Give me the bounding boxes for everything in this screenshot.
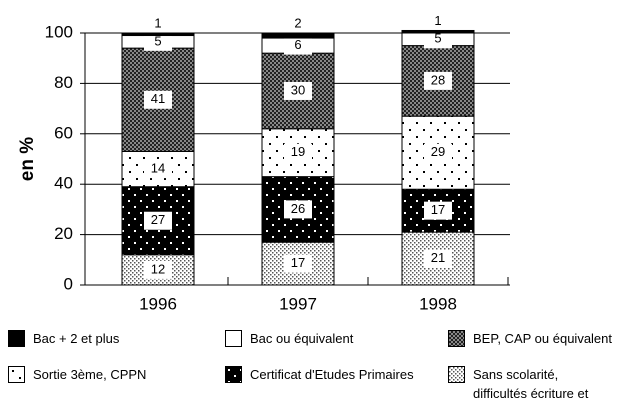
data-label: 27 <box>151 212 165 227</box>
legend-label: BEP, CAP ou équivalent <box>473 331 613 346</box>
data-label: 5 <box>154 33 161 48</box>
legend-swatch <box>448 330 465 347</box>
data-label: 1 <box>154 15 161 30</box>
legend-label: Bac ou équivalent <box>250 331 354 346</box>
legend-swatch-rect <box>226 367 241 382</box>
data-label: 29 <box>431 144 445 159</box>
data-label-box <box>284 254 312 273</box>
x-tick-label: 1997 <box>279 294 317 310</box>
data-label: 41 <box>151 91 165 106</box>
data-label: 2 <box>294 15 301 30</box>
data-label: 14 <box>151 161 165 176</box>
data-label-box <box>424 249 452 268</box>
data-label-box <box>424 30 452 49</box>
y-tick-label: 0 <box>64 274 73 293</box>
legend-swatch <box>225 366 242 383</box>
x-tick-label: 1996 <box>139 294 177 310</box>
data-label: 21 <box>431 250 445 265</box>
data-label-box <box>284 81 312 100</box>
legend-item: Sans scolarité, difficultés écriture et … <box>448 366 621 406</box>
data-label: 6 <box>294 37 301 52</box>
data-label-box <box>284 143 312 162</box>
data-label: 19 <box>291 144 305 159</box>
data-label-box <box>284 36 312 55</box>
data-label-box <box>144 260 172 279</box>
bar-segment <box>261 32 335 39</box>
data-label-box <box>144 160 172 179</box>
y-tick-label: 20 <box>54 224 73 243</box>
data-label: 30 <box>291 82 305 97</box>
legend-swatch <box>8 366 25 383</box>
bar-segment <box>401 29 475 34</box>
data-label-box <box>144 211 172 230</box>
y-tick-label: 40 <box>54 174 73 193</box>
legend-item: Bac ou équivalent <box>225 330 353 348</box>
legend-item: Bac + 2 et plus <box>8 330 119 348</box>
legend-swatch-rect <box>449 367 464 382</box>
legend-swatch-rect <box>9 367 24 382</box>
data-label-box <box>144 32 172 51</box>
legend-swatch-fill <box>449 331 464 346</box>
y-tick-label: 100 <box>45 22 73 41</box>
x-tick-label: 1998 <box>419 294 457 310</box>
y-tick-label: 80 <box>54 73 73 92</box>
data-label: 28 <box>431 72 445 87</box>
legend-swatch-fill <box>9 367 24 382</box>
legend-swatch-rect <box>449 331 464 346</box>
legend-label: Sortie 3ème, CPPN <box>33 367 147 382</box>
data-label: 1 <box>434 13 441 28</box>
legend-label: Certificat d'Etudes Primaires <box>250 367 414 382</box>
legend-label: Sans scolarité, difficultés écriture et … <box>473 367 589 406</box>
chart: en % 02040608010019961227144151199717261… <box>17 13 510 310</box>
y-tick-label: 60 <box>54 123 73 142</box>
legend-swatch <box>448 366 465 383</box>
data-label: 12 <box>151 261 165 276</box>
legend-swatch <box>225 330 242 347</box>
bar-segment <box>121 32 195 37</box>
data-label: 17 <box>291 255 305 270</box>
legend-label: Bac + 2 et plus <box>33 331 120 346</box>
legend-item: Sortie 3ème, CPPN <box>8 366 146 384</box>
legend-swatch-fill <box>226 367 241 382</box>
data-label: 17 <box>431 202 445 217</box>
data-label-box <box>424 201 452 220</box>
legend-swatch-fill <box>449 367 464 382</box>
data-label: 26 <box>291 201 305 216</box>
data-label-box <box>424 71 452 90</box>
y-axis-label: en % <box>17 137 38 181</box>
legend-item: Certificat d'Etudes Primaires <box>225 366 414 384</box>
legend-item: BEP, CAP ou équivalent <box>448 330 612 348</box>
data-label-box <box>424 143 452 162</box>
legend-swatch <box>8 330 25 347</box>
data-label-box <box>144 90 172 109</box>
data-label-box <box>284 200 312 219</box>
data-label: 5 <box>434 31 441 46</box>
